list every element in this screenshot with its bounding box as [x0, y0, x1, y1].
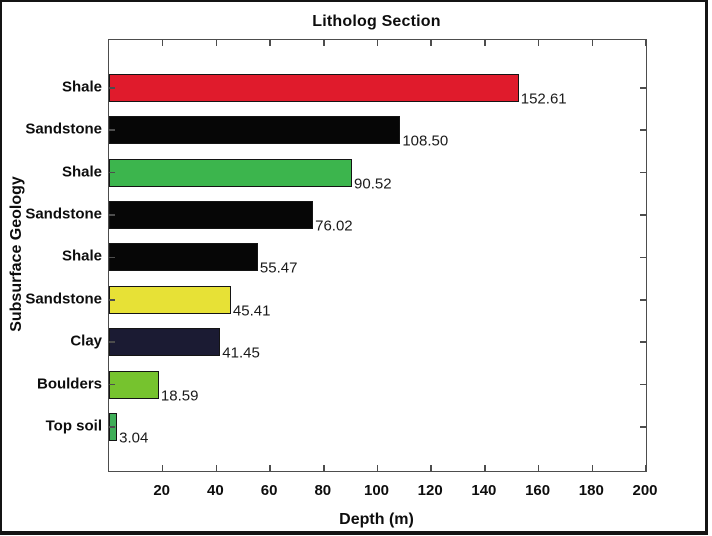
x-tick-label: 180 [578, 482, 604, 499]
bar-boulders [109, 370, 159, 399]
x-tick [430, 40, 432, 46]
x-tick [484, 40, 486, 46]
category-label: Sandstone [25, 120, 102, 138]
x-tick [269, 40, 271, 46]
y-tick [640, 214, 646, 216]
x-tick [215, 40, 218, 46]
x-tick [537, 465, 540, 471]
x-tick-label: 160 [525, 482, 551, 499]
y-tick [640, 383, 646, 386]
y-tick [640, 256, 646, 259]
x-axis-label: Depth (m) [339, 511, 414, 528]
y-tick [109, 87, 115, 89]
category-label: Shale [61, 78, 102, 96]
x-tick-label: 60 [260, 482, 278, 499]
x-tick [376, 40, 379, 46]
bar-sandstone [109, 201, 314, 229]
x-tick [591, 465, 594, 471]
y-tick [109, 256, 115, 259]
bar-clay [109, 328, 221, 357]
y-tick [109, 214, 115, 216]
bar-shale [109, 158, 353, 187]
bar-value-label: 152.61 [520, 90, 567, 108]
y-tick [640, 171, 646, 174]
x-tick [269, 465, 271, 471]
category-label: Boulders [36, 375, 102, 393]
x-tick [591, 40, 594, 46]
x-tick [376, 465, 379, 471]
bar-sandstone [109, 285, 231, 314]
x-tick-label: 200 [632, 482, 658, 499]
x-tick-label: 120 [417, 482, 443, 499]
y-tick [109, 426, 115, 428]
category-label: Clay [70, 332, 102, 350]
y-tick [640, 129, 646, 131]
bar-value-label: 76.02 [315, 217, 353, 235]
y-tick [109, 129, 115, 131]
x-tick-label: 100 [363, 482, 390, 499]
x-tick-label: 80 [314, 482, 332, 499]
bar-value-label: 45.41 [232, 302, 271, 320]
x-tick [323, 40, 325, 46]
category-label: Shale [61, 163, 102, 181]
bar-value-label: 18.59 [160, 387, 199, 405]
y-tick [109, 383, 115, 386]
bar-sandstone [109, 116, 401, 145]
bar-value-label: 55.47 [259, 259, 298, 277]
bar-value-label: 90.52 [354, 175, 392, 193]
category-label: Sandstone [25, 290, 102, 308]
x-tick [323, 465, 325, 471]
bar-value-label: 41.45 [222, 344, 260, 362]
bar-value-label: 108.50 [402, 132, 449, 150]
y-tick [109, 171, 115, 174]
plot-area: 152.61 108.50 90.52 76.02 55.47 45.41 41.45 18.… [108, 39, 647, 472]
category-label: Shale [61, 247, 102, 265]
x-tick [645, 40, 647, 46]
y-tick [640, 299, 646, 301]
bar-shale [109, 73, 519, 102]
x-tick-label: 140 [471, 482, 497, 499]
x-tick [645, 465, 647, 471]
x-tick [161, 40, 164, 46]
y-tick [640, 341, 646, 343]
y-tick [109, 299, 115, 301]
bar-value-label: 3.04 [119, 429, 149, 447]
chart-title: Litholog Section [312, 13, 441, 30]
x-tick-label: 40 [207, 482, 224, 499]
x-tick [484, 465, 486, 471]
x-tick [537, 40, 540, 46]
category-label: Sandstone [25, 205, 102, 223]
y-tick [640, 426, 646, 428]
category-label: Top soil [45, 417, 102, 435]
x-tick [215, 465, 218, 471]
x-tick [430, 465, 432, 471]
bar-shale [109, 243, 258, 272]
x-tick [161, 465, 164, 471]
x-tick-label: 20 [153, 482, 171, 499]
y-tick [640, 87, 646, 89]
y-tick [109, 341, 115, 343]
